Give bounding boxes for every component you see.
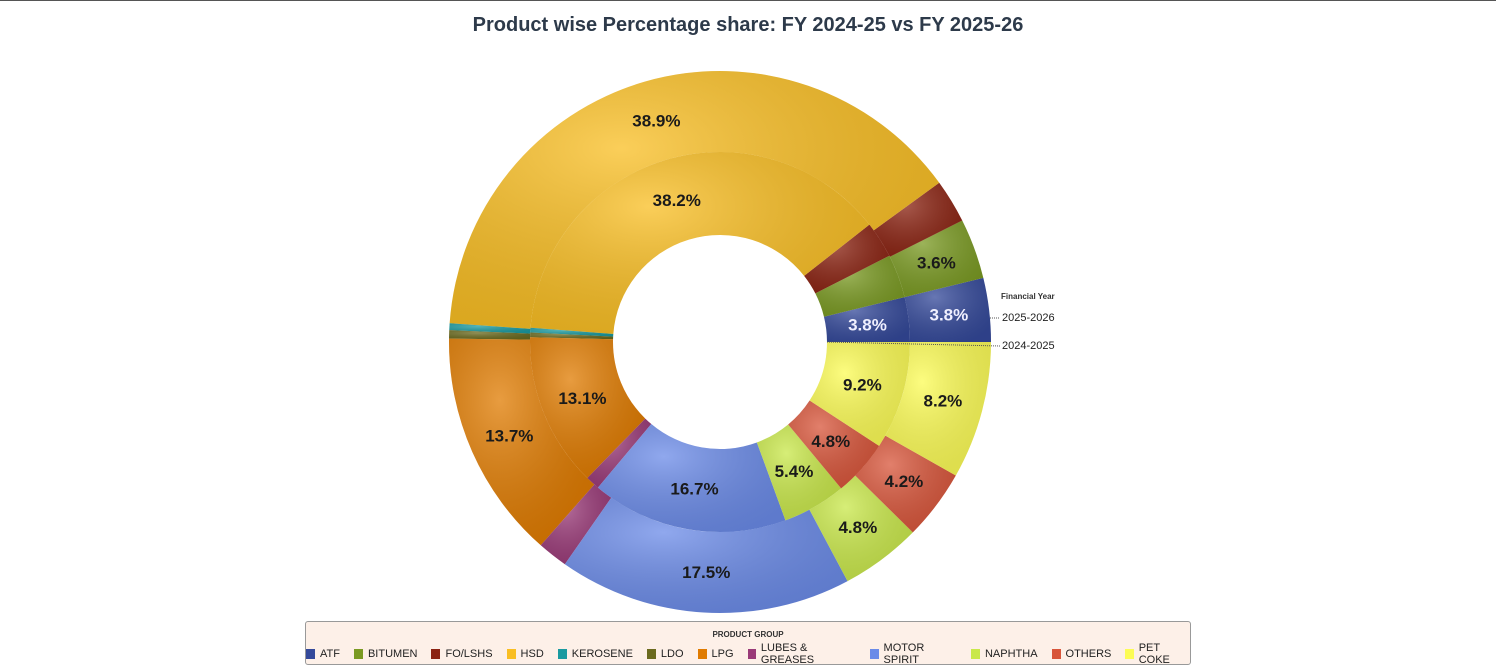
- series-legend-title: Financial Year: [1001, 292, 1055, 301]
- slice-shade: [564, 497, 848, 613]
- slice-shade: [540, 484, 612, 565]
- legend-swatch: [970, 649, 980, 659]
- legend-swatch: [1051, 649, 1061, 659]
- legend-swatch: [506, 649, 516, 659]
- slice-shade: [809, 475, 913, 582]
- data-label-outer-atf: 3.8%: [929, 306, 968, 325]
- slice-shade: [855, 435, 956, 533]
- legend-swatch: [306, 649, 315, 659]
- legend-label: PET COKE: [1138, 642, 1170, 666]
- legend-label: LPG: [711, 648, 734, 660]
- series-label-inner: 2024-2025: [1002, 340, 1055, 352]
- legend-label: OTHERS: [1065, 648, 1112, 660]
- legend-label: BITUMEN: [367, 648, 418, 660]
- slice-shade: [756, 424, 842, 521]
- slice-shade: [449, 338, 595, 546]
- data-label-inner-motor-spirit: 16.7%: [670, 479, 718, 498]
- legend-item-kerosene[interactable]: KEROSENE: [557, 642, 633, 666]
- slice-shade: [530, 337, 646, 479]
- legend-label: ATF: [320, 648, 340, 660]
- legend-swatch: [870, 649, 879, 659]
- legend-item-ldo[interactable]: LDO: [646, 642, 684, 666]
- slice-shade: [788, 400, 880, 489]
- series-label-outer: 2025-2026: [1002, 312, 1055, 324]
- legend-label: KEROSENE: [571, 648, 633, 660]
- slice-shade: [449, 71, 940, 329]
- legend-item-others[interactable]: OTHERS: [1051, 642, 1112, 666]
- data-label-outer-others: 4.2%: [885, 472, 924, 491]
- legend-label: MOTOR SPIRIT: [883, 642, 925, 666]
- legend-item-hsd[interactable]: HSD: [506, 642, 544, 666]
- data-label-inner-pet-coke: 9.2%: [843, 375, 882, 394]
- legend-item-fo-lshs[interactable]: FO/LSHS: [431, 642, 493, 666]
- legend-title: PRODUCT GROUP: [712, 630, 784, 639]
- legend-label: LUBES & GREASES: [760, 642, 815, 666]
- legend-item-pet-coke[interactable]: PET COKE: [1125, 642, 1190, 666]
- data-label-outer-pet-coke: 8.2%: [924, 392, 963, 411]
- slice-shade: [530, 151, 870, 334]
- slice-shade: [597, 424, 786, 532]
- slice-shade: [889, 220, 984, 298]
- slice-shade: [530, 327, 614, 337]
- data-label-inner-hsd: 38.2%: [653, 191, 701, 210]
- data-label-outer-naphtha: 4.8%: [838, 518, 877, 537]
- legend-item-bitumen[interactable]: BITUMEN: [353, 642, 418, 666]
- legend-item-lubes-greases[interactable]: LUBES & GREASES: [747, 642, 857, 666]
- legend-swatch: [353, 649, 363, 659]
- legend-item-motor-spirit[interactable]: MOTOR SPIRIT: [870, 642, 957, 666]
- data-label-outer-bitumen: 3.6%: [917, 254, 956, 273]
- legend-swatch: [557, 649, 567, 659]
- leader-line-inner: [826, 341, 1001, 347]
- data-label-inner-others: 4.8%: [811, 432, 850, 451]
- slice-shade: [885, 342, 991, 476]
- legend-swatch: [646, 649, 656, 659]
- legend-item-lpg[interactable]: LPG: [697, 642, 734, 666]
- legend-swatch: [431, 649, 441, 659]
- legend-item-atf[interactable]: ATF: [306, 642, 340, 666]
- data-label-outer-motor-spirit: 17.5%: [682, 563, 730, 582]
- slice-shade: [815, 255, 905, 317]
- legend-label: LDO: [660, 648, 684, 660]
- legend-swatch: [697, 649, 707, 659]
- data-label-inner-lpg: 13.1%: [558, 389, 606, 408]
- slice-shade: [449, 323, 531, 334]
- slice-shade: [587, 418, 652, 488]
- data-label-inner-atf: 3.8%: [848, 315, 887, 334]
- slice-shade: [804, 224, 890, 294]
- legend-label: FO/LSHS: [445, 648, 493, 660]
- data-label-outer-lpg: 13.7%: [485, 427, 533, 446]
- legend-label: NAPHTHA: [984, 648, 1038, 660]
- slice-shade: [530, 332, 614, 340]
- slice-shade: [449, 330, 531, 340]
- legend: PRODUCT GROUP ATF BITUMEN FO/LSHS HSD KEROSE…: [305, 621, 1191, 666]
- legend-swatch: [1125, 649, 1134, 659]
- slice-shade: [823, 297, 911, 342]
- slice-shade: [809, 342, 910, 446]
- data-label-outer-hsd: 38.9%: [632, 111, 680, 130]
- chart-title: Product wise Percentage share: FY 2024-2…: [472, 14, 1024, 36]
- data-label-inner-naphtha: 5.4%: [775, 462, 814, 481]
- legend-label: HSD: [520, 648, 544, 660]
- slice-shade: [873, 182, 963, 257]
- slice-shade: [904, 277, 991, 342]
- legend-swatch: [747, 649, 756, 659]
- legend-item-naphtha[interactable]: NAPHTHA: [970, 642, 1038, 666]
